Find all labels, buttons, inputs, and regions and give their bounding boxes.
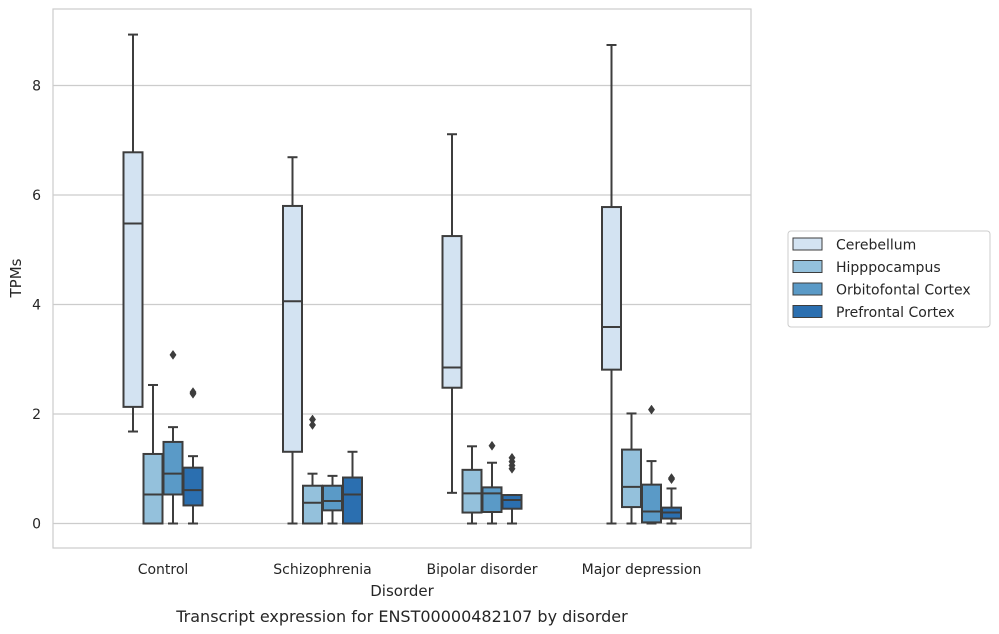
box-2-2 [481,440,503,525]
outlier-point [667,473,676,483]
box-0-0 [122,33,144,433]
legend-swatch [792,260,823,273]
box-body [162,440,184,496]
box-body [282,204,303,453]
legend-items: Cerebellum Hipppocampus Orbitofontal Corte… [792,237,971,321]
box-body [621,448,642,509]
box-body [302,484,323,525]
chart-caption: Transcript expression for ENST0000048210… [175,607,628,626]
box-body [441,235,463,389]
box-3-0 [182,387,204,525]
outlier-point [508,452,516,463]
legend: Cerebellum Hipppocampus Orbitofontal Corte… [787,230,991,328]
legend-label: Prefrontal Cortex [836,305,955,321]
box-1-2 [461,445,483,525]
box-body [322,484,343,512]
box-3-2 [501,452,523,525]
box-body [501,494,523,510]
box-body [481,486,503,514]
box-groups [122,33,682,525]
y-axis-title: TPMs [7,258,25,298]
box-body [342,476,363,525]
outlier-point [647,404,656,415]
box-1-3 [621,412,642,525]
x-tick-label: Major depression [582,562,702,578]
box-3-3 [661,473,682,525]
y-tick-label: 2 [32,407,41,423]
legend-swatch [792,282,823,296]
outlier-point [189,387,197,398]
x-tick-label: Bipolar disorder [426,562,537,578]
legend-swatch [792,305,823,318]
outlier-point [308,414,317,425]
box-1-1 [302,414,323,525]
box-body [641,483,662,524]
box-body [182,466,204,507]
box-0-1 [282,156,303,525]
plot-frame [52,8,752,549]
box-body [122,151,144,408]
box-0-3 [601,43,622,525]
box-1-0 [142,383,164,525]
x-tick-label: Schizophrenia [273,562,371,578]
box-2-1 [322,474,343,525]
box-0-2 [441,133,463,494]
x-tick-label: Control [138,562,189,578]
box-body [142,452,164,525]
outlier-point [169,349,177,360]
box-2-0 [162,349,184,525]
legend-swatch [792,237,823,251]
outlier-point [488,440,496,451]
box-body [601,206,622,371]
y-tick-label: 8 [32,79,41,95]
y-tick-label: 4 [32,298,41,314]
legend-label: Hipppocampus [836,260,941,276]
box-body [461,468,483,514]
y-tick-labels: 0 2 4 6 8 [32,79,41,533]
box-2-3 [641,404,662,525]
outlier-point [308,420,317,430]
legend-label: Cerebellum [836,238,916,254]
y-tick-label: 0 [32,517,41,533]
box-3-1 [342,450,363,525]
legend-label: Orbitofontal Cortex [836,283,971,299]
legend-frame [787,230,991,328]
x-axis-title: Disorder [370,582,434,600]
y-tick-label: 6 [32,188,41,204]
x-tick-labels: Control Schizophrenia Bipolar disorder Majo… [138,562,702,578]
